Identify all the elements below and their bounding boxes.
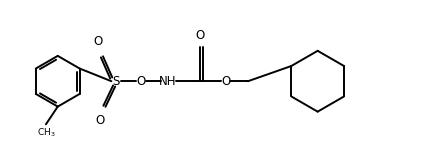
Text: S: S	[112, 75, 119, 88]
Text: O: O	[195, 29, 205, 42]
Text: O: O	[93, 35, 103, 48]
Text: O: O	[95, 114, 104, 127]
Text: O: O	[137, 75, 145, 88]
Text: CH$_3$: CH$_3$	[36, 127, 55, 139]
Text: O: O	[221, 75, 230, 88]
Text: NH: NH	[159, 75, 176, 88]
